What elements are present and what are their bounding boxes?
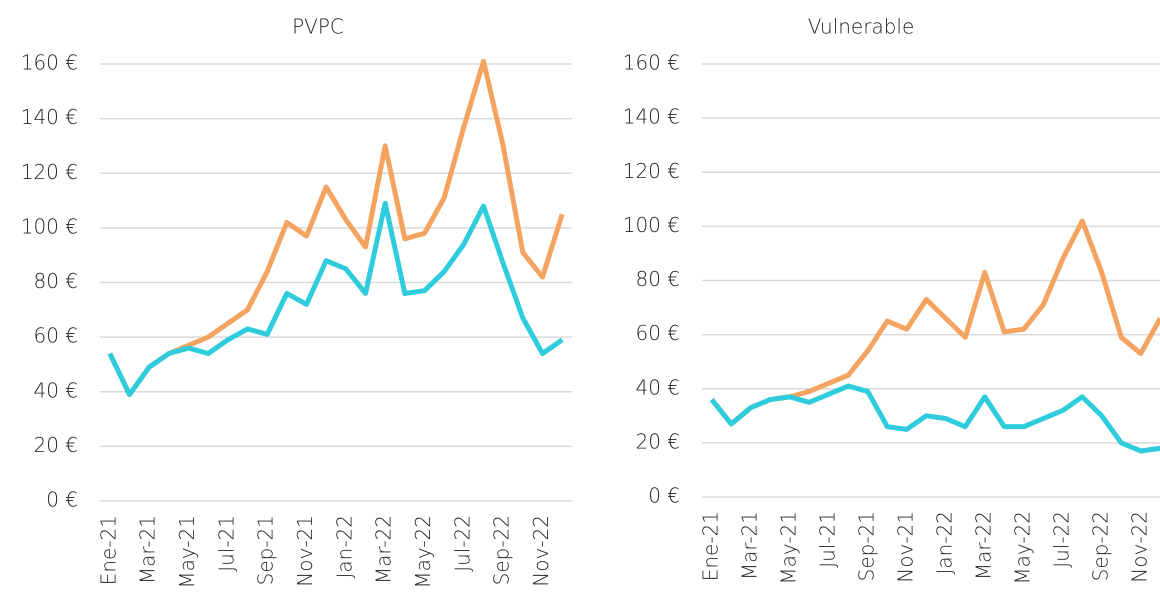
x-tick-label: Mar-21 bbox=[737, 511, 761, 580]
y-tick-label: 160 € bbox=[623, 51, 680, 75]
y-tick-label: 80 € bbox=[33, 269, 78, 293]
x-tick-label: Ene-21 bbox=[698, 511, 722, 581]
y-tick-label: 40 € bbox=[33, 378, 78, 402]
x-tick-label: Jan-22 bbox=[332, 515, 356, 579]
y-tick-label: 20 € bbox=[635, 429, 680, 453]
x-tick-label: Nov-21 bbox=[293, 515, 317, 587]
line-series bbox=[107, 200, 564, 397]
line-series bbox=[709, 383, 1160, 454]
x-tick-label: Sep-22 bbox=[1088, 511, 1112, 581]
line-series bbox=[709, 218, 1160, 427]
y-tick-label: 140 € bbox=[623, 105, 680, 129]
x-tick-label: Mar-22 bbox=[971, 511, 995, 580]
y-tick-label: 0 € bbox=[648, 484, 680, 508]
x-tick-label: Jul-21 bbox=[815, 511, 839, 568]
x-tick-label: Mar-22 bbox=[372, 515, 396, 584]
x-tick-label: May-21 bbox=[776, 511, 800, 585]
y-tick-label: 80 € bbox=[635, 267, 680, 291]
y-tick-label: 100 € bbox=[623, 213, 680, 237]
y-tick-label: 100 € bbox=[21, 214, 78, 238]
y-tick-label: 140 € bbox=[21, 105, 78, 129]
x-tick-label: Jan-22 bbox=[932, 511, 956, 575]
y-tick-label: 60 € bbox=[635, 321, 680, 345]
y-tick-label: 40 € bbox=[635, 375, 680, 399]
x-tick-label: Ene-21 bbox=[96, 515, 120, 585]
y-tick-label: 20 € bbox=[33, 433, 78, 457]
x-tick-label: Nov-22 bbox=[529, 515, 553, 587]
y-tick-label: 60 € bbox=[33, 324, 78, 348]
y-tick-label: 0 € bbox=[46, 488, 78, 512]
x-tick-label: Nov-21 bbox=[893, 511, 917, 583]
x-tick-label: May-22 bbox=[1010, 511, 1034, 585]
x-tick-label: Nov-22 bbox=[1127, 511, 1151, 583]
y-tick-label: 120 € bbox=[623, 159, 680, 183]
x-tick-label: Sep-22 bbox=[490, 515, 514, 585]
x-tick-label: Sep-21 bbox=[854, 511, 878, 581]
x-tick-label: Sep-21 bbox=[254, 515, 278, 585]
x-tick-label: May-22 bbox=[411, 515, 435, 589]
chart-title: Vulnerable bbox=[808, 15, 915, 39]
x-tick-label: Mar-21 bbox=[136, 515, 160, 584]
y-tick-label: 120 € bbox=[21, 160, 78, 184]
x-tick-label: Jul-22 bbox=[450, 515, 474, 572]
y-tick-label: 160 € bbox=[21, 51, 78, 75]
x-tick-label: Jul-21 bbox=[214, 515, 238, 572]
x-tick-label: May-21 bbox=[175, 515, 199, 589]
x-tick-label: Jul-22 bbox=[1049, 511, 1073, 568]
chart-title: PVPC bbox=[292, 15, 344, 39]
